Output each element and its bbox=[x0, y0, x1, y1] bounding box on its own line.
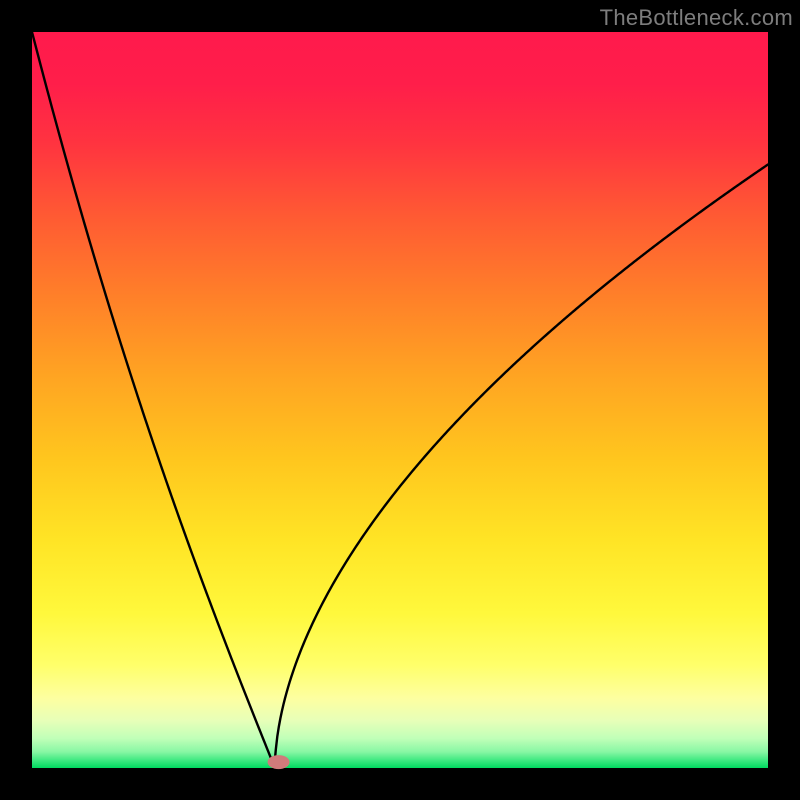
watermark-text: TheBottleneck.com bbox=[600, 5, 793, 31]
bottleneck-curve bbox=[0, 0, 800, 800]
min-marker bbox=[268, 755, 290, 769]
curve-path bbox=[32, 32, 768, 766]
